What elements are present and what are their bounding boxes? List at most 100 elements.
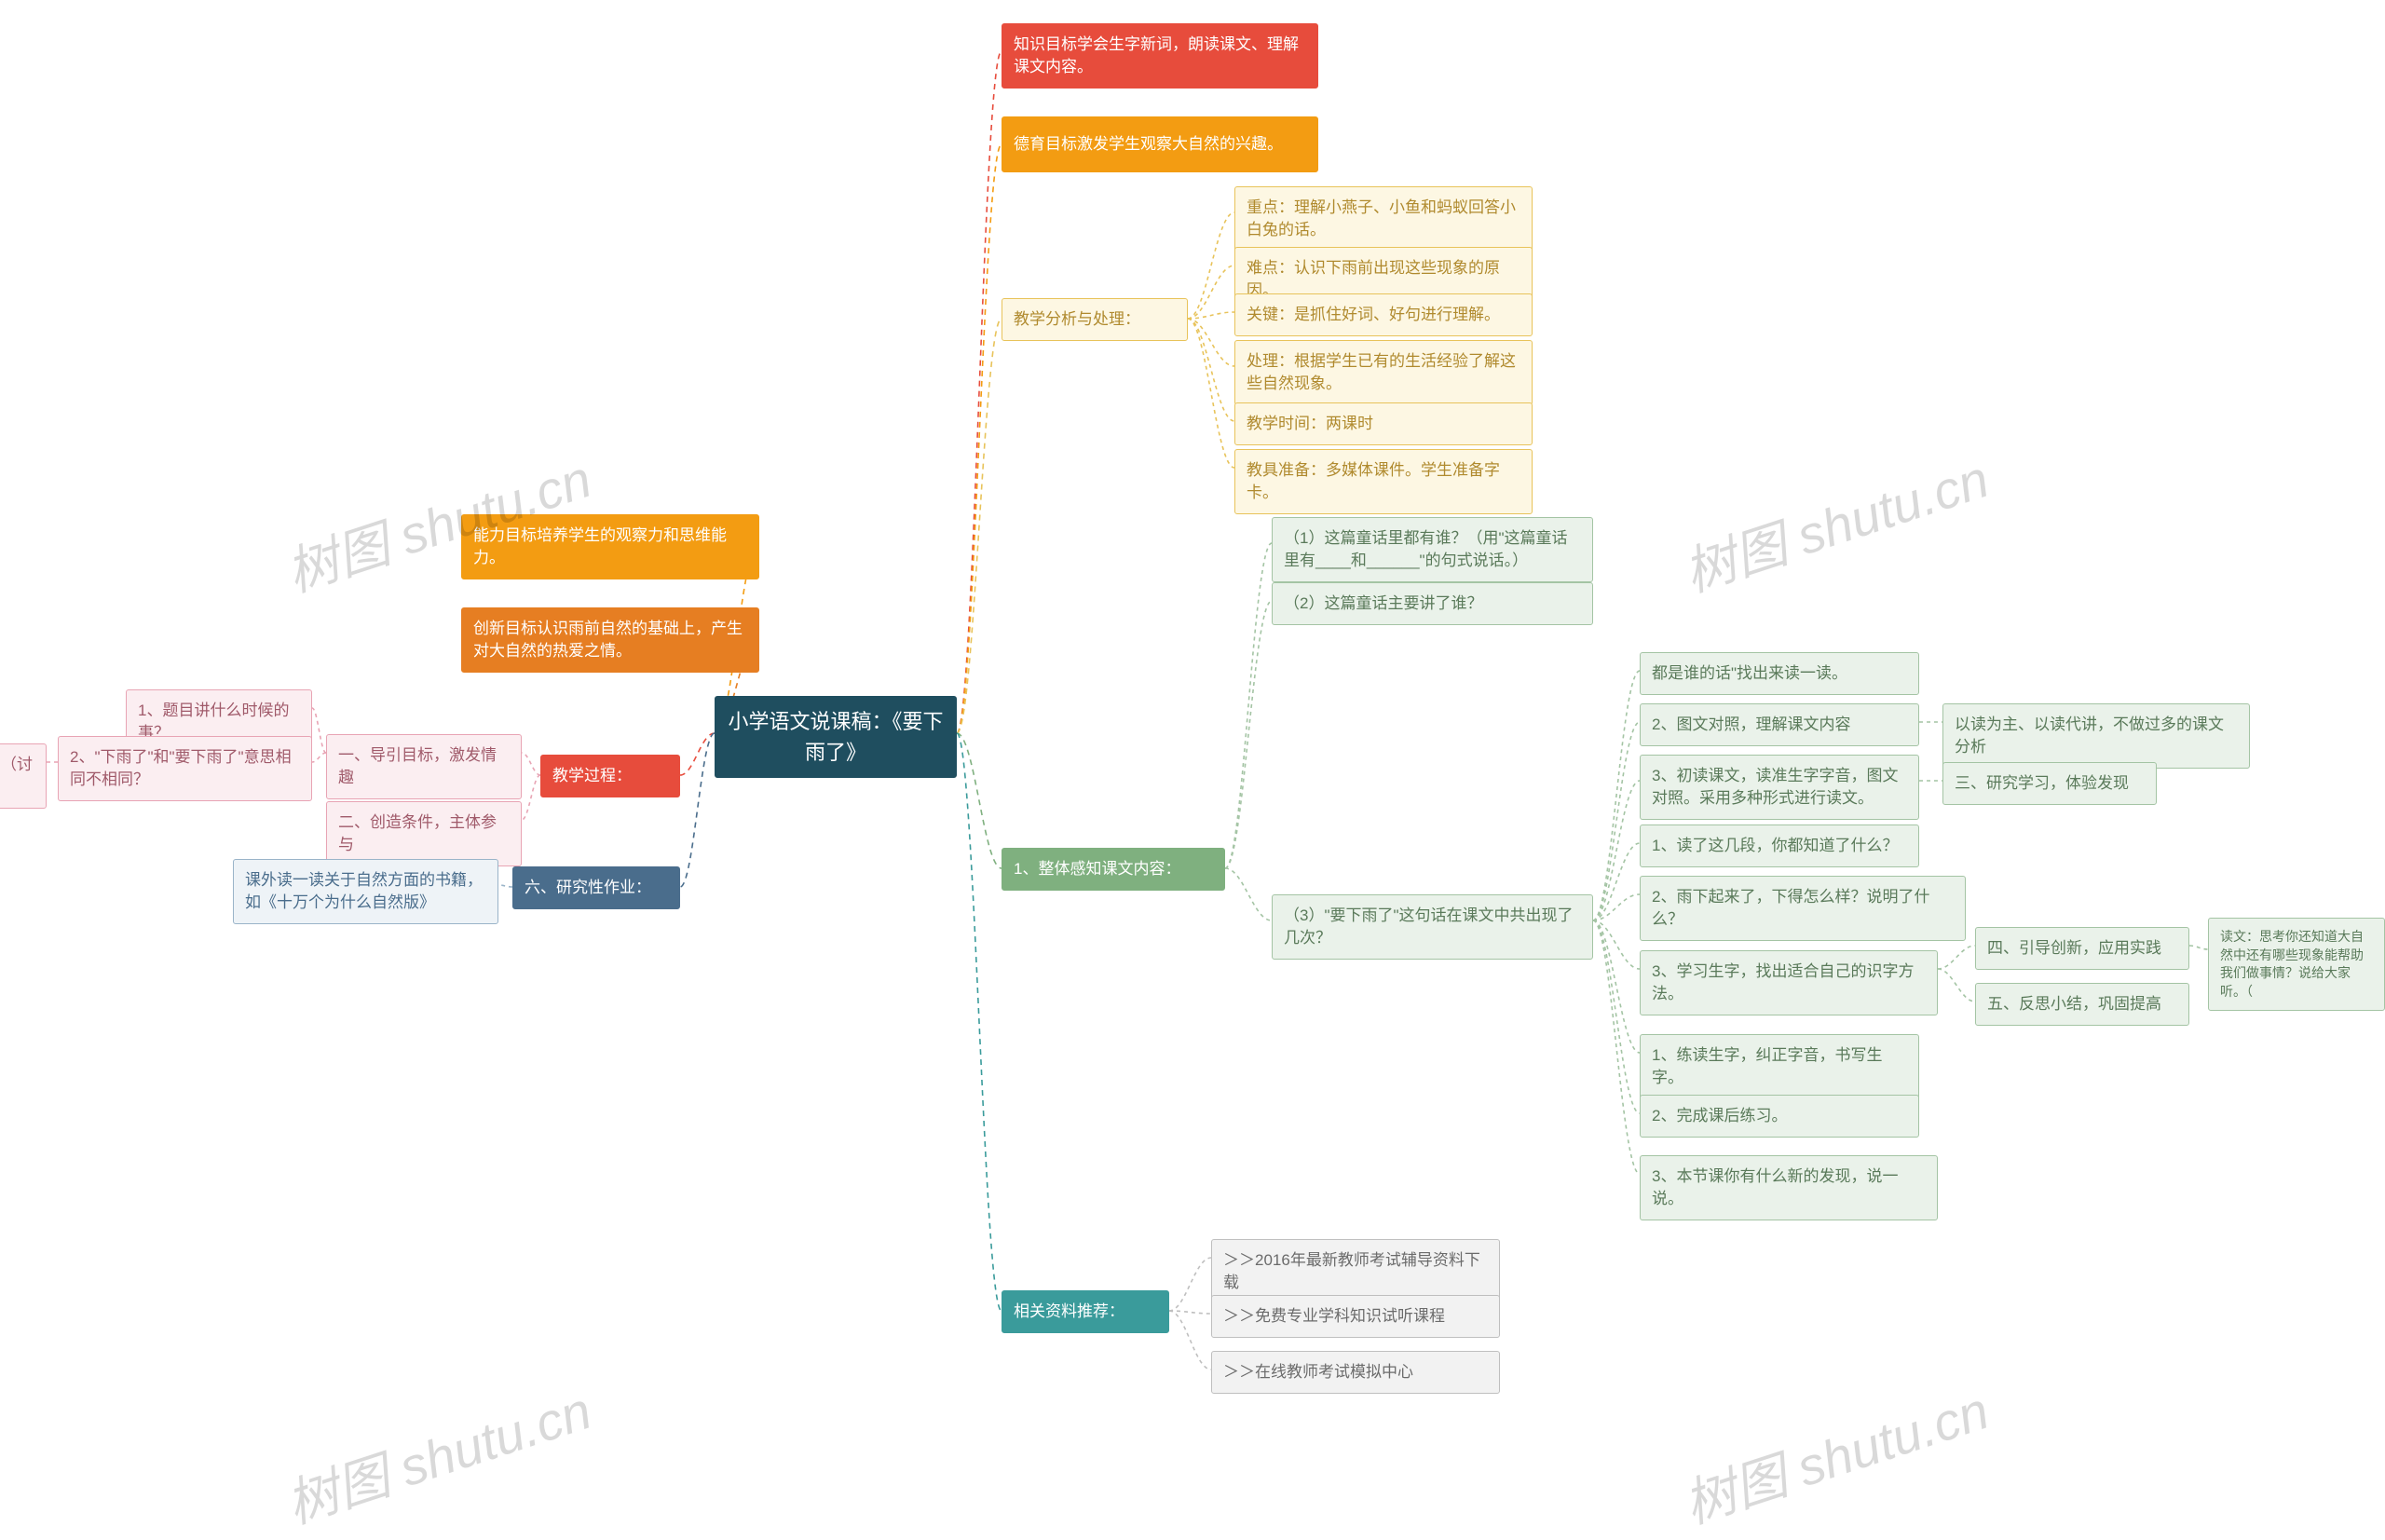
- watermark-text: 树图 shutu.cn: [1673, 438, 1997, 607]
- node-label: 教学过程：: [552, 765, 632, 787]
- node-label: 重点：理解小燕子、小鱼和蚂蚁回答小白兔的话。: [1247, 197, 1520, 241]
- node-label: 3、学习生字，找出适合自己的识字方法。: [1652, 961, 1926, 1005]
- edge-root-l4: [680, 733, 715, 887]
- node-r1: 知识目标学会生字新词，朗读课文、理解课文内容。: [1002, 23, 1318, 89]
- node-r3c: 关键：是抓住好词、好句进行理解。: [1234, 293, 1533, 336]
- edge-r4-r4c: [1225, 868, 1272, 920]
- edge-r3-r3c: [1188, 312, 1234, 319]
- edge-r4c-r4c3: [1593, 781, 1640, 920]
- edge-r4c-r4c7: [1593, 920, 1640, 1053]
- node-label: 以读为主、以读代讲，不做过多的课文分析: [1955, 714, 2238, 758]
- edge-r4c-r4c1: [1593, 671, 1640, 920]
- node-r3a: 重点：理解小燕子、小鱼和蚂蚁回答小白兔的话。: [1234, 186, 1533, 252]
- node-r4c6b: 五、反思小结，巩固提高: [1975, 983, 2189, 1026]
- node-r3: 教学分析与处理：: [1002, 298, 1188, 341]
- edge-r4c-r4c2: [1593, 722, 1640, 920]
- node-label: ＞＞免费专业学科知识试听课程: [1223, 1305, 1445, 1328]
- node-l2: 创新目标认识雨前自然的基础上，产生对大自然的热爱之情。: [461, 607, 759, 673]
- edge-r4c-r4c5: [1593, 894, 1640, 920]
- node-label: ＞＞2016年最新教师考试辅导资料下载: [1223, 1249, 1488, 1294]
- node-label: 相关资料推荐：: [1014, 1301, 1124, 1323]
- edge-root-r2: [957, 144, 1002, 733]
- edge-r4c6-r4c6a: [1938, 946, 1975, 969]
- node-label: 知识目标学会生字新词，朗读课文、理解课文内容。: [1014, 34, 1306, 78]
- node-l4: 六、研究性作业：: [512, 866, 680, 909]
- edge-r4c6a-r4c6a2: [2189, 946, 2208, 949]
- edge-r4-r4a: [1225, 543, 1272, 868]
- node-label: （2）这篇童话主要讲了谁？: [1284, 593, 1482, 615]
- edge-l3a-l3a1: [312, 708, 326, 753]
- node-label: 教学分析与处理：: [1014, 308, 1140, 331]
- node-label: 3、初读课文，读准生字字音，图文对照。采用多种形式进行读文。: [1652, 765, 1907, 810]
- node-label: 四、引导创新，应用实践: [1987, 937, 2161, 960]
- node-label: 1、读了这几段，你都知道了什么？: [1652, 835, 1898, 857]
- edge-r3-r3e: [1188, 319, 1234, 421]
- node-r2: 德育目标激发学生观察大自然的兴趣。: [1002, 116, 1318, 172]
- node-label: （1）这篇童话里都有谁？（用"这篇童话里有____和______"的句式说话。）: [1284, 527, 1581, 572]
- node-l3: 教学过程：: [540, 755, 680, 797]
- node-r4c4: 1、读了这几段，你都知道了什么？: [1640, 825, 1919, 867]
- node-r4c8: 2、完成课后练习。: [1640, 1095, 1919, 1138]
- node-label: 课外读一读关于自然方面的书籍，如《十万个为什么自然版》: [245, 869, 486, 914]
- node-label: ＞＞在线教师考试模拟中心: [1223, 1361, 1413, 1383]
- node-label: 处理：根据学生已有的生活经验了解这些自然现象。: [1247, 350, 1520, 395]
- node-l3a: 一、导引目标，激发情趣: [326, 734, 522, 799]
- node-label: 2、完成课后练习。: [1652, 1105, 1787, 1127]
- node-label: 1、整体感知课文内容：: [1014, 858, 1180, 880]
- node-r4c2: 2、图文对照，理解课文内容: [1640, 703, 1919, 746]
- node-label: 能力目标培养学生的观察力和思维能力。: [473, 525, 747, 569]
- node-label: 六、研究性作业：: [525, 877, 651, 899]
- edge-root-r1: [957, 51, 1002, 733]
- edge-r4-r4b: [1225, 601, 1272, 868]
- node-label: 2、图文对照，理解课文内容: [1652, 714, 1850, 736]
- node-r3d: 处理：根据学生已有的生活经验了解这些自然现象。: [1234, 340, 1533, 405]
- node-l1: 能力目标培养学生的观察力和思维能力。: [461, 514, 759, 579]
- node-r4c6a: 四、引导创新，应用实践: [1975, 927, 2189, 970]
- node-r5b: ＞＞免费专业学科知识试听课程: [1211, 1295, 1500, 1338]
- edge-r5-r5a: [1169, 1258, 1211, 1311]
- edge-r4c-r4c9: [1593, 920, 1640, 1174]
- edge-l3a-l3a2: [312, 753, 326, 762]
- node-label: 教具准备：多媒体课件。学生准备字卡。: [1247, 459, 1520, 504]
- node-label: 一、导引目标，激发情趣: [338, 744, 510, 789]
- node-r4c6: 3、学习生字，找出适合自己的识字方法。: [1640, 950, 1938, 1015]
- node-label: 关键：是抓住好词、好句进行理解。: [1247, 304, 1500, 326]
- edge-r4c-r4c8: [1593, 920, 1640, 1113]
- node-r4c2b: 以读为主、以读代讲，不做过多的课文分析: [1942, 703, 2250, 769]
- edge-r3-r3a: [1188, 212, 1234, 319]
- edge-l3-l3a: [522, 753, 540, 775]
- node-l3a2b: 为什么？（讨论）: [0, 743, 47, 809]
- node-r4c3b: 三、研究学习，体验发现: [1942, 762, 2157, 805]
- node-label: 都是谁的话"找出来读一读。: [1652, 662, 1847, 685]
- node-label: 教学时间：两课时: [1247, 413, 1373, 435]
- node-r4c: （3）"要下雨了"这句话在课文中共出现了几次？: [1272, 894, 1593, 960]
- edge-root-r5: [957, 733, 1002, 1311]
- node-r5: 相关资料推荐：: [1002, 1290, 1169, 1333]
- node-label: 2、雨下起来了，下得怎么样？说明了什么？: [1652, 886, 1954, 931]
- node-root: 小学语文说课稿：《要下雨了》: [715, 696, 957, 778]
- node-r4a: （1）这篇童话里都有谁？（用"这篇童话里有____和______"的句式说话。）: [1272, 517, 1593, 582]
- node-label: 3、本节课你有什么新的发现，说一说。: [1652, 1165, 1926, 1210]
- node-l3b: 二、创造条件，主体参与: [326, 801, 522, 866]
- watermark-text: 树图 shutu.cn: [276, 1370, 600, 1539]
- edge-r4c-r4c4: [1593, 843, 1640, 920]
- node-label: 二、创造条件，主体参与: [338, 811, 510, 856]
- node-label: 2、"下雨了"和"要下雨了"意思相同不相同？: [70, 746, 300, 791]
- node-r4b: （2）这篇童话主要讲了谁？: [1272, 582, 1593, 625]
- node-r4c6a2: 读文：思考你还知道大自然中还有哪些现象能帮助我们做事情？说给大家听。（: [2208, 918, 2385, 1011]
- node-label: 创新目标认识雨前自然的基础上，产生对大自然的热爱之情。: [473, 618, 747, 662]
- edge-root-r4: [957, 733, 1002, 868]
- node-label: 德育目标激发学生观察大自然的兴趣。: [1014, 133, 1283, 156]
- edge-root-r3: [957, 319, 1002, 733]
- edge-l3-l3b: [522, 775, 540, 820]
- edge-r3-r3d: [1188, 319, 1234, 366]
- node-label: 五、反思小结，巩固提高: [1987, 993, 2161, 1015]
- node-r4c7: 1、练读生字，纠正字音，书写生字。: [1640, 1034, 1919, 1099]
- node-r3f: 教具准备：多媒体课件。学生准备字卡。: [1234, 449, 1533, 514]
- node-l3a2: 2、"下雨了"和"要下雨了"意思相同不相同？: [58, 736, 312, 801]
- node-label: 1、练读生字，纠正字音，书写生字。: [1652, 1044, 1907, 1089]
- node-label: 小学语文说课稿：《要下雨了》: [727, 706, 945, 768]
- node-l4a: 课外读一读关于自然方面的书籍，如《十万个为什么自然版》: [233, 859, 498, 924]
- node-r4c5: 2、雨下起来了，下得怎么样？说明了什么？: [1640, 876, 1966, 941]
- node-label: 为什么？（讨论）: [0, 754, 34, 798]
